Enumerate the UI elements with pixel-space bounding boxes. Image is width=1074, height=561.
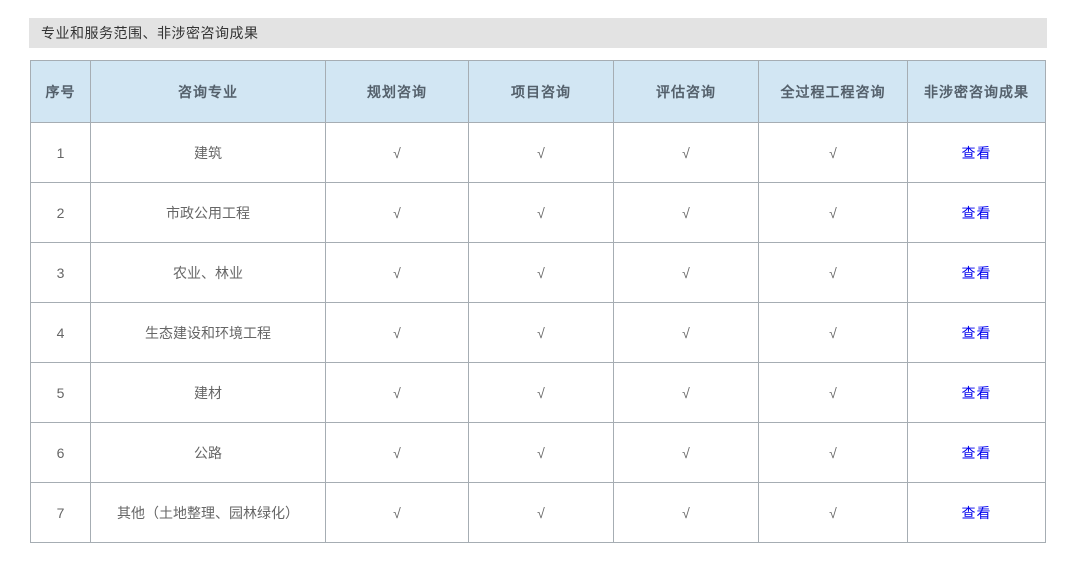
column-header-specialty: 咨询专业 [90,60,326,123]
table-row: 6 公路 √ √ √ √ 查看 [30,422,1046,483]
whole-process-check: √ [758,242,908,303]
row-index-cell: 5 [30,362,91,423]
column-header-whole-process: 全过程工程咨询 [758,60,908,123]
table-row: 3 农业、林业 √ √ √ √ 查看 [30,242,1046,303]
specialty-cell: 生态建设和环境工程 [90,302,326,363]
evaluation-check: √ [613,302,759,363]
project-check: √ [468,122,614,183]
planning-check: √ [325,422,469,483]
evaluation-check: √ [613,362,759,423]
whole-process-check: √ [758,422,908,483]
whole-process-check: √ [758,122,908,183]
whole-process-check: √ [758,362,908,423]
column-header-project: 项目咨询 [468,60,614,123]
column-header-result: 非涉密咨询成果 [907,60,1046,123]
column-header-index: 序号 [30,60,91,123]
view-link[interactable]: 查看 [961,204,992,221]
row-index-cell: 6 [30,422,91,483]
specialty-cell: 公路 [90,422,326,483]
view-link[interactable]: 查看 [961,384,992,401]
planning-check: √ [325,302,469,363]
table-row: 7 其他（土地整理、园林绿化） √ √ √ √ 查看 [30,482,1046,543]
section-title-bar: 专业和服务范围、非涉密咨询成果 [29,18,1047,48]
view-link[interactable]: 查看 [961,144,992,161]
whole-process-check: √ [758,302,908,363]
table-row: 2 市政公用工程 √ √ √ √ 查看 [30,182,1046,243]
specialty-cell: 建材 [90,362,326,423]
page-title: 专业和服务范围、非涉密咨询成果 [41,25,259,41]
specialty-cell: 市政公用工程 [90,182,326,243]
table-row: 5 建材 √ √ √ √ 查看 [30,362,1046,423]
view-link[interactable]: 查看 [961,324,992,341]
view-link[interactable]: 查看 [961,504,992,521]
evaluation-check: √ [613,482,759,543]
row-index-cell: 2 [30,182,91,243]
column-header-planning: 规划咨询 [325,60,469,123]
specialty-cell: 农业、林业 [90,242,326,303]
specialty-cell: 其他（土地整理、园林绿化） [90,482,326,543]
planning-check: √ [325,122,469,183]
result-cell: 查看 [907,422,1046,483]
project-check: √ [468,182,614,243]
project-check: √ [468,362,614,423]
table-header-row: 序号 咨询专业 规划咨询 项目咨询 评估咨询 全过程工程咨询 非涉密咨询成果 [30,60,1046,123]
project-check: √ [468,302,614,363]
whole-process-check: √ [758,182,908,243]
specialty-cell: 建筑 [90,122,326,183]
result-cell: 查看 [907,362,1046,423]
row-index-cell: 3 [30,242,91,303]
row-index-cell: 1 [30,122,91,183]
view-link[interactable]: 查看 [961,444,992,461]
evaluation-check: √ [613,182,759,243]
result-cell: 查看 [907,182,1046,243]
project-check: √ [468,422,614,483]
view-link[interactable]: 查看 [961,264,992,281]
whole-process-check: √ [758,482,908,543]
row-index-cell: 7 [30,482,91,543]
planning-check: √ [325,182,469,243]
planning-check: √ [325,242,469,303]
result-cell: 查看 [907,482,1046,543]
column-header-evaluation: 评估咨询 [613,60,759,123]
result-cell: 查看 [907,122,1046,183]
services-table: 序号 咨询专业 规划咨询 项目咨询 评估咨询 全过程工程咨询 非涉密咨询成果 1… [30,60,1046,543]
table-row: 1 建筑 √ √ √ √ 查看 [30,122,1046,183]
result-cell: 查看 [907,302,1046,363]
evaluation-check: √ [613,122,759,183]
row-index-cell: 4 [30,302,91,363]
table-row: 4 生态建设和环境工程 √ √ √ √ 查看 [30,302,1046,363]
project-check: √ [468,482,614,543]
planning-check: √ [325,362,469,423]
project-check: √ [468,242,614,303]
planning-check: √ [325,482,469,543]
evaluation-check: √ [613,422,759,483]
result-cell: 查看 [907,242,1046,303]
evaluation-check: √ [613,242,759,303]
